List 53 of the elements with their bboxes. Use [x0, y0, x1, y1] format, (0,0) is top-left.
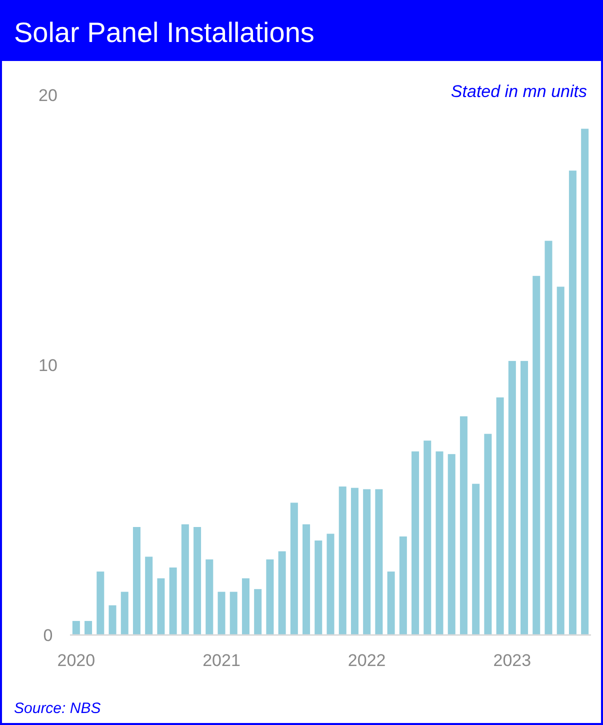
x-tick-label: 2023 [493, 651, 532, 670]
bar [460, 416, 468, 635]
bar [424, 440, 432, 635]
bar [544, 240, 552, 635]
bar [181, 524, 189, 635]
bar [84, 620, 92, 635]
chart-title: Solar Panel Installations [14, 17, 314, 48]
bar [120, 592, 128, 635]
bar [218, 592, 226, 635]
bar [375, 489, 383, 635]
bar [242, 578, 250, 635]
bar [157, 578, 165, 635]
bar [278, 551, 286, 635]
y-tick-label: 0 [43, 626, 53, 645]
bar [72, 620, 80, 635]
bar [290, 502, 298, 635]
bar [108, 605, 116, 635]
x-tick-label: 2022 [348, 651, 386, 670]
x-tick-label: 2021 [202, 651, 240, 670]
bar [350, 488, 358, 635]
bar [206, 559, 214, 635]
bar [169, 568, 177, 635]
bar [314, 540, 322, 635]
bar [508, 360, 516, 635]
bar [96, 572, 104, 635]
bar [145, 556, 153, 635]
bar [532, 276, 540, 635]
bar [436, 451, 444, 635]
bar [363, 489, 371, 635]
bar [496, 397, 504, 635]
bar [412, 451, 420, 635]
bar [132, 527, 140, 635]
bar [194, 527, 202, 635]
bar [556, 286, 564, 635]
bar [387, 572, 395, 635]
source-note: Source: NBS [14, 700, 101, 717]
bar [326, 534, 334, 635]
x-tick-label: 2020 [57, 651, 96, 670]
bar [581, 128, 589, 635]
bar [399, 536, 407, 635]
bar [266, 559, 274, 635]
bar [448, 454, 456, 635]
bar [302, 524, 310, 635]
bar [472, 484, 480, 635]
y-tick-label: 10 [38, 356, 58, 375]
bar [520, 360, 528, 635]
annotation: Stated in mn units [450, 82, 588, 101]
bar [568, 170, 576, 635]
bar [254, 589, 262, 635]
bar [230, 592, 238, 635]
bar [484, 434, 492, 635]
bar [338, 486, 346, 635]
y-tick-label: 20 [38, 86, 58, 105]
